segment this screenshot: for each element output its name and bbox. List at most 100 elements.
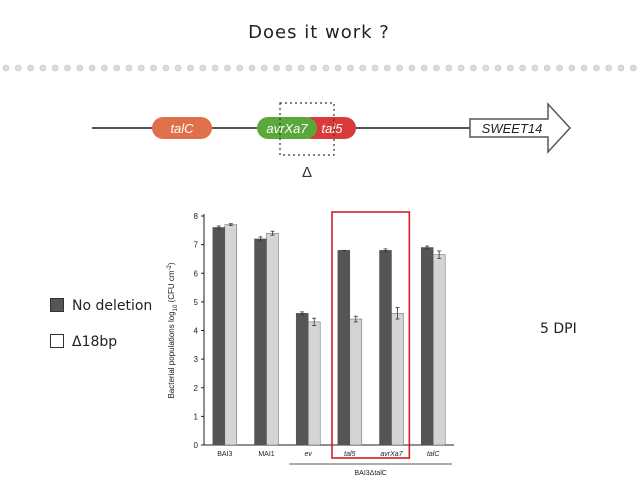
y-axis-label-part: (CFU cm [167, 270, 176, 305]
bar [212, 227, 226, 446]
bar-chart: Bacterial populations log10 (CFU cm-2) 0 1… [167, 211, 454, 477]
bar [391, 313, 404, 446]
bar [349, 318, 363, 446]
bar [307, 321, 321, 446]
divider-dot [187, 64, 194, 72]
divider-dot [322, 64, 330, 72]
y-tick-label: 5 [194, 298, 199, 307]
divider-dot [506, 64, 514, 72]
y-axis-label: Bacterial populations log10 (CFU cm-2) [167, 262, 179, 398]
y-tick-label: 3 [194, 355, 199, 364]
delta-symbol: Δ [302, 164, 312, 181]
legend-no-deletion: No deletion [50, 298, 152, 314]
legend-delta18bp: Δ18bp [50, 334, 117, 350]
y-axis-label-part: 10 [173, 304, 179, 311]
divider-dot [359, 64, 367, 72]
bar [295, 313, 309, 446]
divider-dot [150, 64, 157, 72]
divider-dot [113, 64, 120, 72]
highlight-box [331, 211, 411, 459]
divider-dot [568, 64, 576, 72]
divider-dot [211, 64, 219, 72]
divider-dot [445, 64, 453, 72]
divider-dot [543, 64, 551, 72]
sweet14-arrow [469, 102, 572, 154]
x-tick-label: ev [304, 451, 312, 458]
deletion-box [279, 102, 335, 156]
sweet14-label: SWEET14 [482, 121, 543, 136]
avrxa7-box [257, 117, 317, 139]
legend-label-delta18bp: Δ18bp [72, 334, 118, 350]
divider-dot [457, 64, 465, 72]
divider-dot [371, 64, 379, 72]
divider-dot [580, 64, 588, 72]
y-axis-label-part: -2 [167, 264, 173, 270]
divider-dot [420, 64, 428, 72]
dpi-label: 5 DPI [540, 321, 577, 337]
divider-dot [285, 64, 293, 72]
bar [224, 224, 238, 446]
legend-label-no-deletion: No deletion [72, 298, 153, 314]
dotted-divider [2, 64, 637, 72]
divider-dot [51, 64, 59, 72]
divider-dot [470, 64, 477, 72]
avrxa7-label: avrXa7 [266, 121, 308, 136]
x-tick-label: BAI3 [217, 451, 232, 458]
bar [379, 250, 392, 446]
divider-dot [519, 64, 526, 72]
y-axis-label-part: Bacterial populations log [167, 311, 176, 398]
gene-diagram: talC avrXa7 tal5 Δ SWEET14 [92, 102, 572, 181]
divider-dot [76, 64, 84, 72]
talc-box [152, 117, 212, 139]
tal5-label: tal5 [322, 121, 344, 136]
divider-dot [347, 64, 354, 72]
divider-dot [64, 64, 71, 72]
slide-title: Does it work ? [248, 22, 390, 43]
y-tick-label: 1 [194, 412, 199, 421]
divider-dot [14, 64, 22, 72]
divider-dot [593, 64, 600, 72]
divider-dot [482, 64, 490, 72]
y-tick-label: 8 [194, 212, 199, 221]
group-label: BAI3ΔtalC [355, 470, 387, 477]
x-tick-label: avrXa7 [380, 451, 403, 458]
divider-dot [396, 64, 403, 72]
divider-dot [224, 64, 231, 72]
x-tick-label: talC [427, 451, 440, 458]
divider-dot [101, 64, 108, 72]
divider-dot [2, 64, 10, 72]
divider-dot [273, 64, 280, 72]
divider-dot [531, 64, 539, 72]
y-axis-label-part: ) [167, 262, 176, 265]
bar [432, 254, 446, 446]
bar [420, 247, 434, 446]
divider-dot [310, 64, 317, 72]
divider-dot [174, 64, 182, 72]
bar [337, 250, 351, 446]
talc-label: talC [170, 121, 194, 136]
x-tick-label: MAI1 [258, 451, 274, 458]
divider-dot [334, 64, 342, 72]
y-tick-label: 6 [194, 269, 199, 278]
divider-dot [138, 64, 145, 72]
divider-dot [260, 64, 268, 72]
legend-swatch-dark [50, 298, 64, 312]
divider-dot [433, 64, 440, 72]
bar [266, 232, 279, 446]
divider-dot [248, 64, 256, 72]
divider-dot [39, 64, 47, 72]
y-tick-label: 4 [194, 327, 199, 336]
divider-dot [297, 64, 305, 72]
divider-dot [125, 64, 133, 72]
x-tick-label: tal5 [344, 451, 355, 458]
y-tick-label: 2 [194, 384, 199, 393]
legend-swatch-white [50, 334, 64, 348]
divider-dot [383, 64, 391, 72]
divider-dot [629, 64, 637, 72]
divider-dot [162, 64, 170, 72]
divider-dot [494, 64, 502, 72]
divider-dot [88, 64, 96, 72]
y-tick-label: 0 [194, 441, 199, 450]
y-tick-label: 7 [194, 241, 199, 250]
divider-dot [236, 64, 243, 72]
